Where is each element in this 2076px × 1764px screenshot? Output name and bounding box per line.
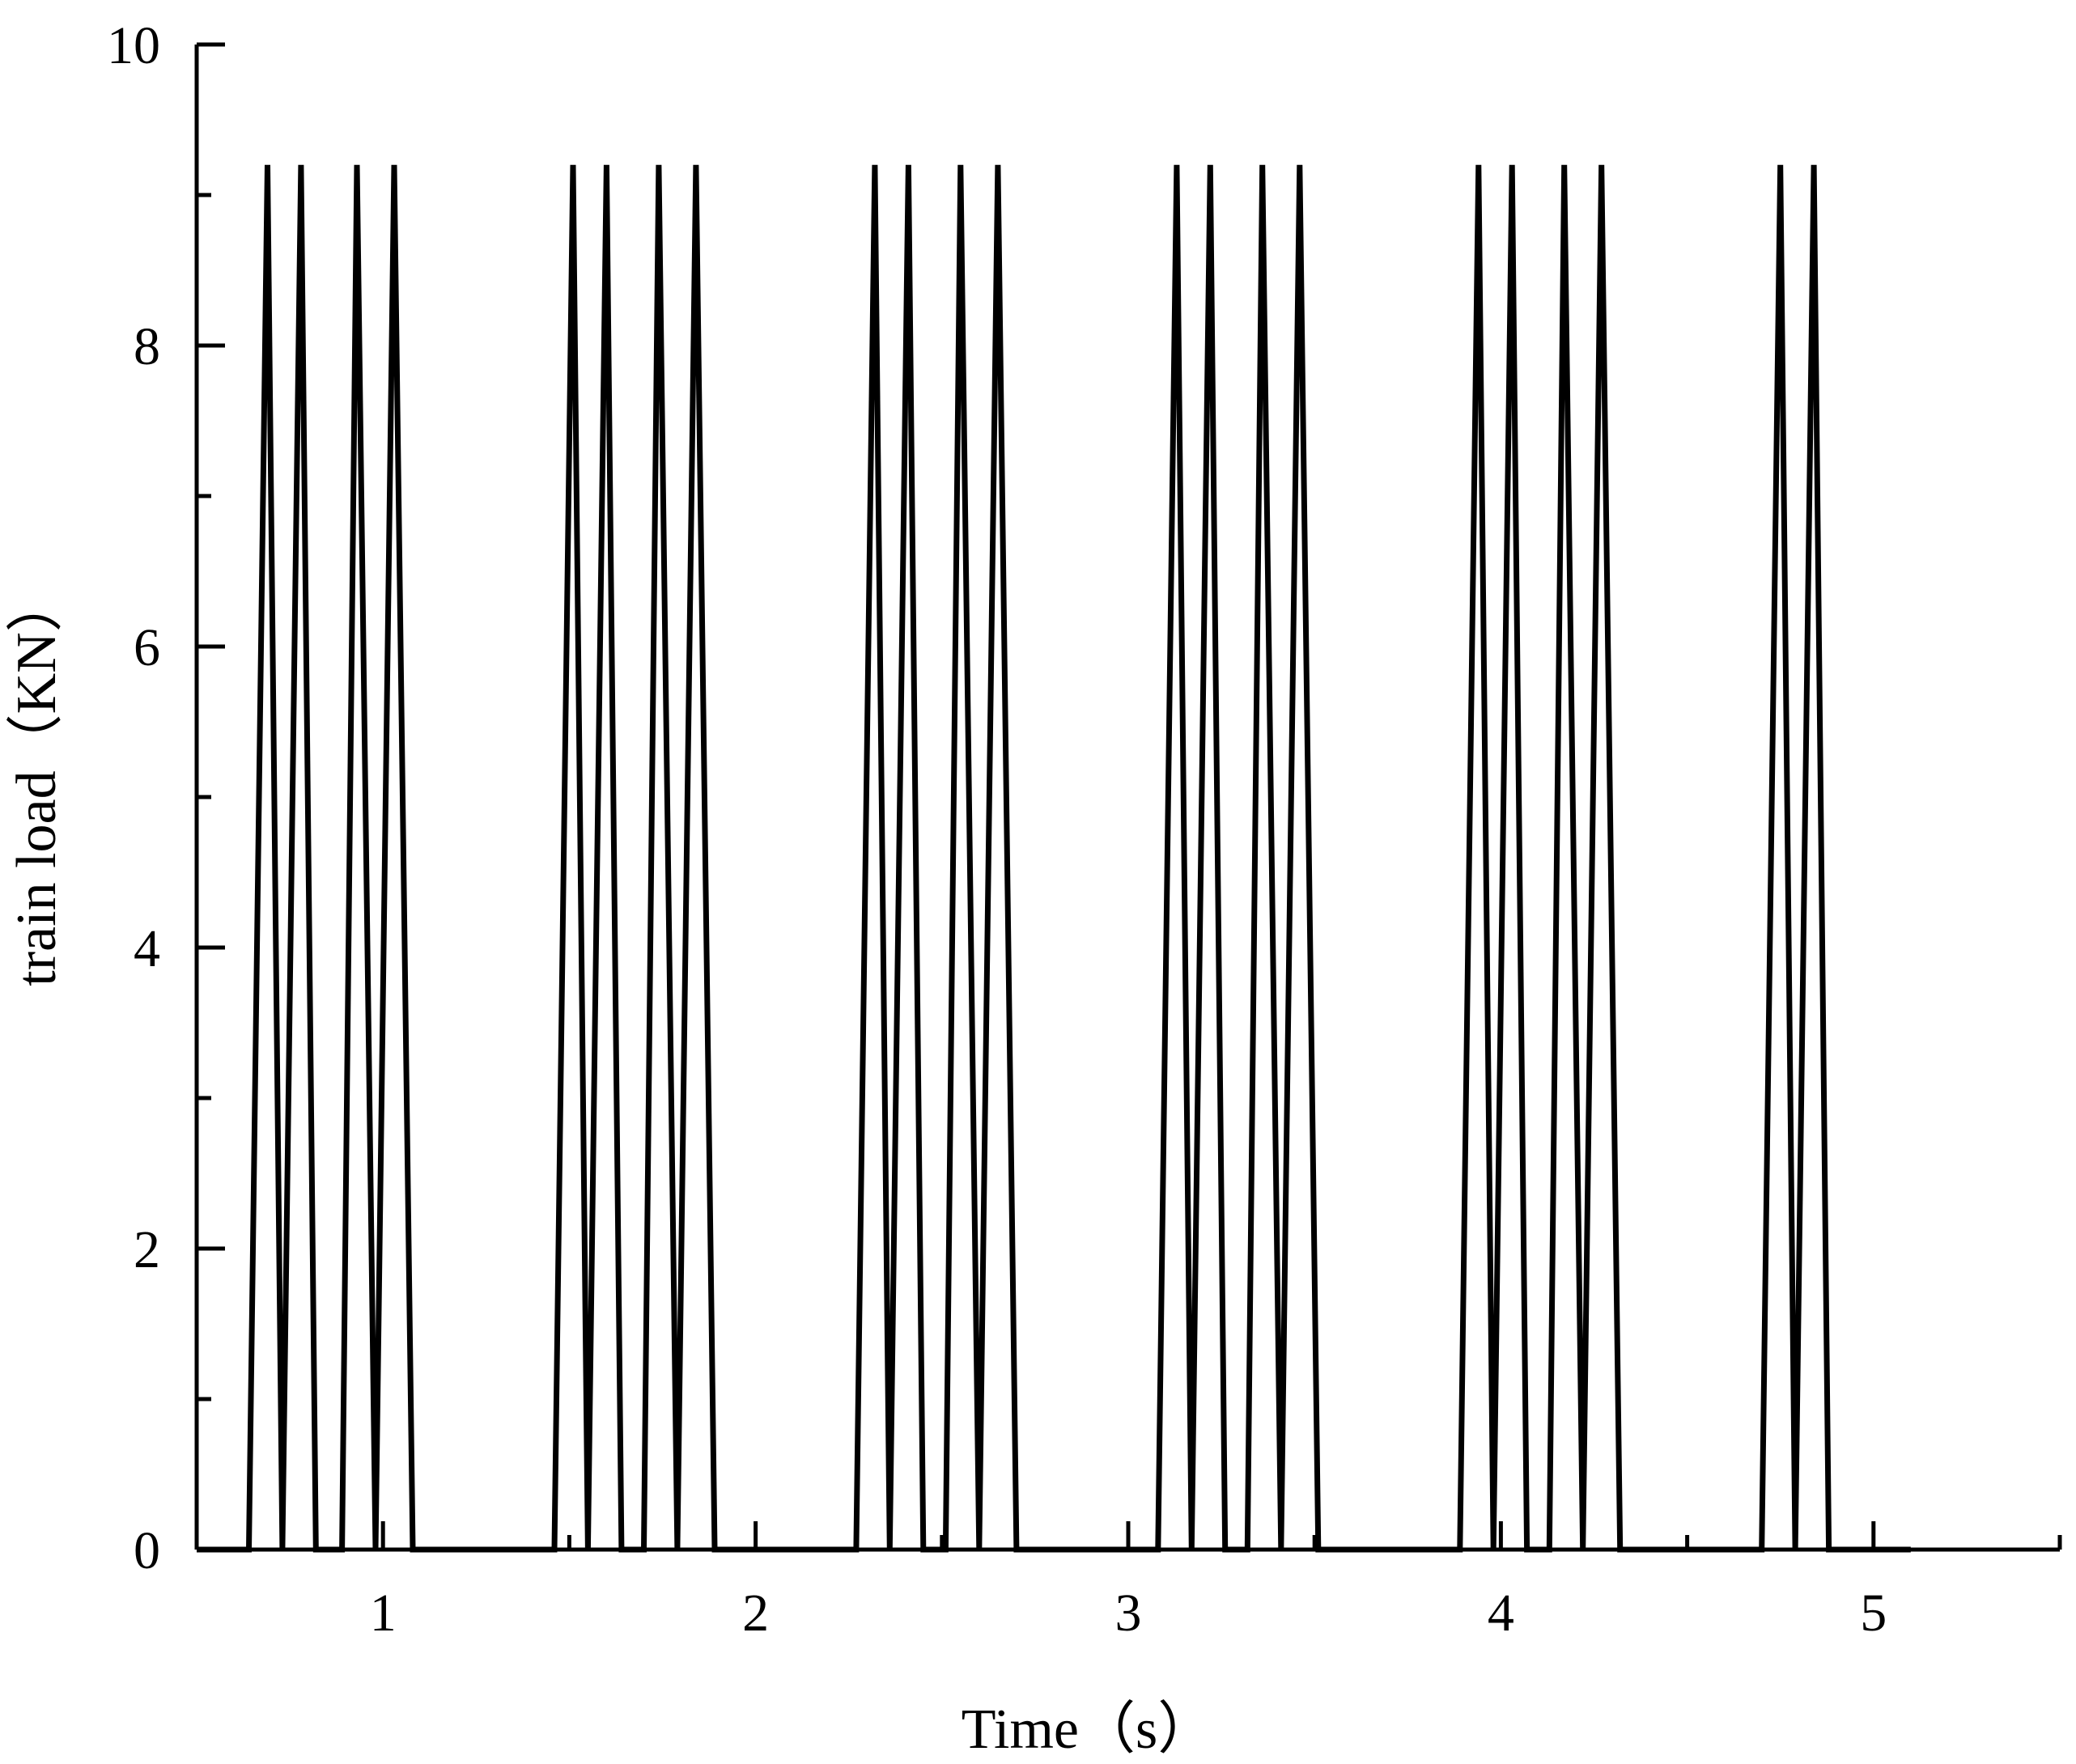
y-tick-label-0: 0 bbox=[134, 1521, 160, 1580]
x-tick-label-4: 4 bbox=[1488, 1584, 1514, 1643]
x-tick-label-5: 5 bbox=[1860, 1584, 1887, 1643]
y-tick-label-8: 8 bbox=[134, 317, 160, 376]
y-tick-label-2: 2 bbox=[134, 1220, 160, 1279]
axis-ticks bbox=[194, 42, 2062, 1552]
train-load-series-line bbox=[197, 164, 1911, 1553]
y-tick-label-4: 4 bbox=[134, 919, 160, 978]
x-tick-label-2: 2 bbox=[742, 1584, 769, 1643]
x-tick-label-1: 1 bbox=[370, 1584, 397, 1643]
x-axis-title: Time（s） bbox=[962, 1698, 1215, 1761]
y-tick-label-6: 6 bbox=[134, 618, 160, 677]
y-axis-title: train load（KN） bbox=[6, 575, 68, 986]
x-tick-label-3: 3 bbox=[1115, 1584, 1142, 1643]
y-tick-label-10: 10 bbox=[107, 16, 160, 75]
